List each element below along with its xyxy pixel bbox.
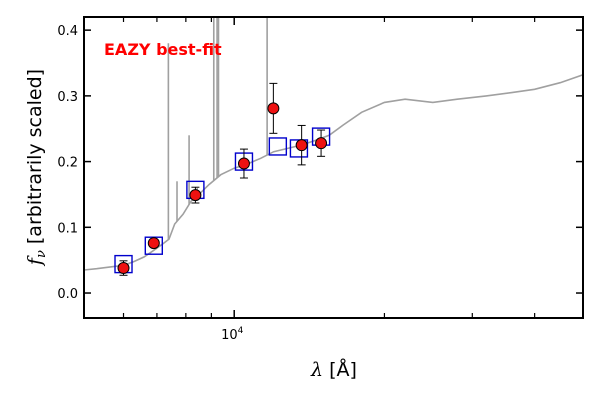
observed-point bbox=[117, 262, 130, 275]
axes-frame bbox=[83, 16, 584, 319]
chart-annotation: EAZY best-fit bbox=[104, 40, 222, 59]
observed-point bbox=[267, 102, 280, 115]
y-tick-label: 0.2 bbox=[57, 156, 78, 171]
model-flux-box bbox=[268, 137, 288, 156]
x-tick-exponent: 4 bbox=[238, 326, 244, 336]
observed-point bbox=[237, 157, 250, 170]
y-axis-subscript: ν bbox=[34, 250, 49, 258]
observed-point bbox=[147, 237, 160, 250]
y-tick-label: 0.3 bbox=[57, 90, 78, 105]
y-axis-symbol: f bbox=[24, 255, 46, 267]
x-axis-symbol: λ bbox=[310, 359, 323, 381]
model-photometry bbox=[114, 127, 331, 274]
y-axis-label: fν [arbitrarily scaled] bbox=[24, 69, 49, 267]
axis-ticks: 0.0 0.1 0.2 0.3 0.4 104 bbox=[57, 17, 583, 343]
x-tick-label: 104 bbox=[221, 326, 244, 343]
y-tick-label: 0.4 bbox=[57, 24, 78, 39]
observed-photometry bbox=[117, 102, 328, 275]
x-axis-text: [Å] bbox=[323, 358, 357, 381]
observed-point bbox=[295, 139, 308, 152]
y-tick-label: 0.1 bbox=[57, 221, 78, 236]
plot-area bbox=[84, 17, 583, 276]
y-axis-text: [arbitrarily scaled] bbox=[24, 69, 46, 250]
observed-point bbox=[315, 137, 328, 150]
x-axis-label: λ [Å] bbox=[310, 358, 357, 381]
observed-point bbox=[189, 189, 202, 202]
y-tick-label: 0.0 bbox=[57, 287, 78, 302]
emission-lines bbox=[167, 17, 268, 240]
